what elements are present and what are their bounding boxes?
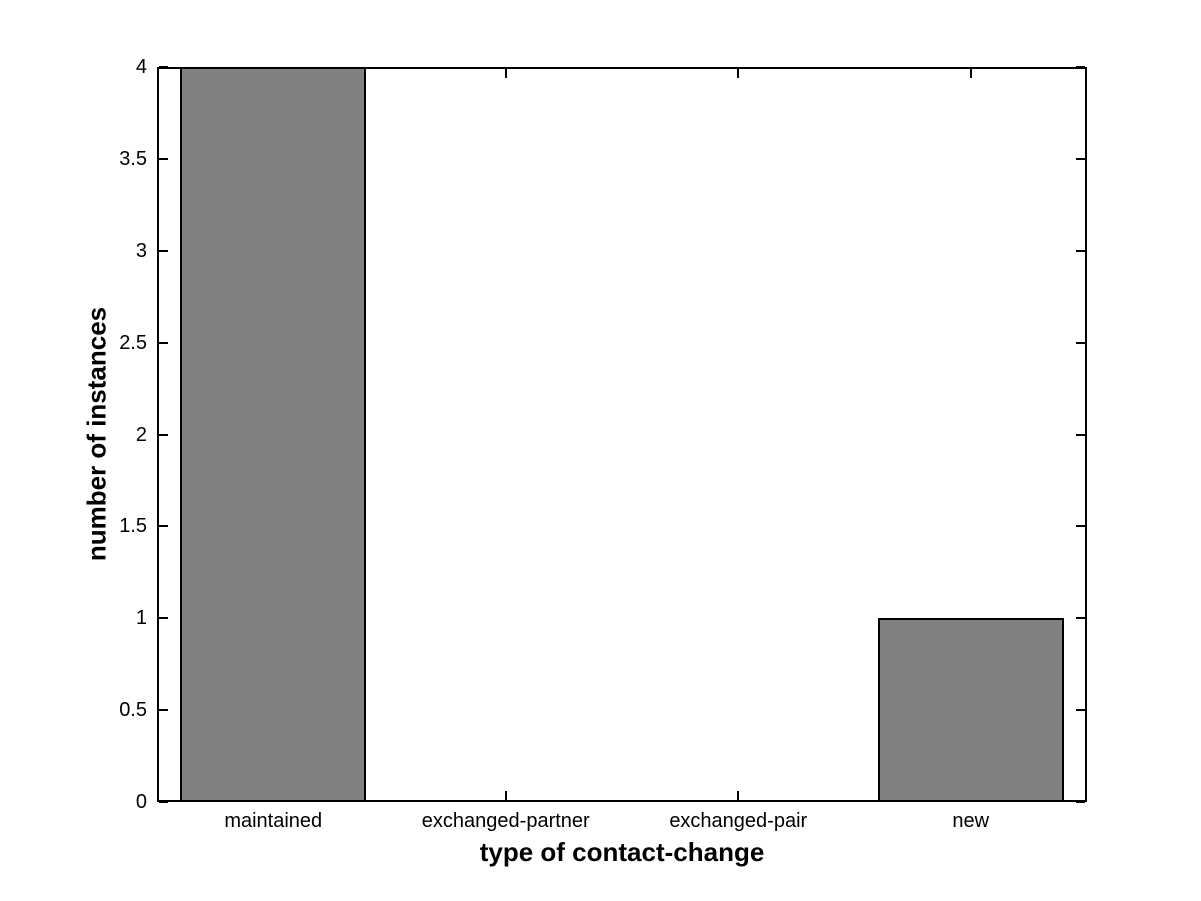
y-axis-tick-right	[1076, 801, 1085, 803]
y-axis-tick-left	[159, 709, 168, 712]
y-tick-label: 2	[135, 423, 147, 446]
y-tick-label: 1	[135, 607, 147, 630]
y-axis-tick-right	[1076, 525, 1085, 528]
y-tick-label: 3	[135, 239, 147, 262]
y-tick-label: 0	[135, 791, 147, 813]
y-axis-tick-left	[159, 617, 168, 620]
y-tick-label: 1.5	[119, 515, 147, 538]
y-axis-tick-right	[1076, 617, 1085, 620]
y-axis-tick-right	[1076, 341, 1085, 344]
y-axis-tick-left	[159, 157, 168, 160]
y-axis-tick-right	[1076, 249, 1085, 252]
y-axis-tick-right	[1076, 66, 1085, 68]
y-tick-label: 3.5	[119, 147, 147, 170]
x-axis-tick-top	[737, 69, 740, 78]
y-axis-tick-left	[159, 525, 168, 528]
x-axis-label: type of contact-change	[479, 837, 765, 867]
x-axis-tick-top	[969, 69, 972, 78]
x-tick-label: maintained	[224, 810, 323, 832]
y-axis-tick-left	[159, 66, 168, 68]
y-tick-label: 4	[135, 56, 147, 78]
bar-new	[877, 618, 1064, 802]
bar-maintained	[180, 67, 367, 802]
y-axis-tick-left	[159, 341, 168, 344]
x-tick-label: exchanged-pair	[669, 810, 808, 832]
y-axis-tick-right	[1076, 709, 1085, 712]
y-tick-label: 0.5	[119, 699, 147, 722]
y-axis-tick-right	[1076, 433, 1085, 436]
y-axis-tick-right	[1076, 157, 1085, 160]
y-axis-tick-left	[159, 249, 168, 252]
x-axis-tick-bottom	[737, 791, 740, 800]
x-axis-tick-top	[504, 69, 507, 78]
x-axis-tick-bottom	[504, 791, 507, 800]
x-tick-label: exchanged-partner	[421, 810, 590, 832]
y-axis-tick-left	[159, 801, 168, 803]
x-tick-label: new	[952, 810, 990, 832]
y-tick-label: 2.5	[119, 331, 147, 354]
y-axis-tick-left	[159, 433, 168, 436]
